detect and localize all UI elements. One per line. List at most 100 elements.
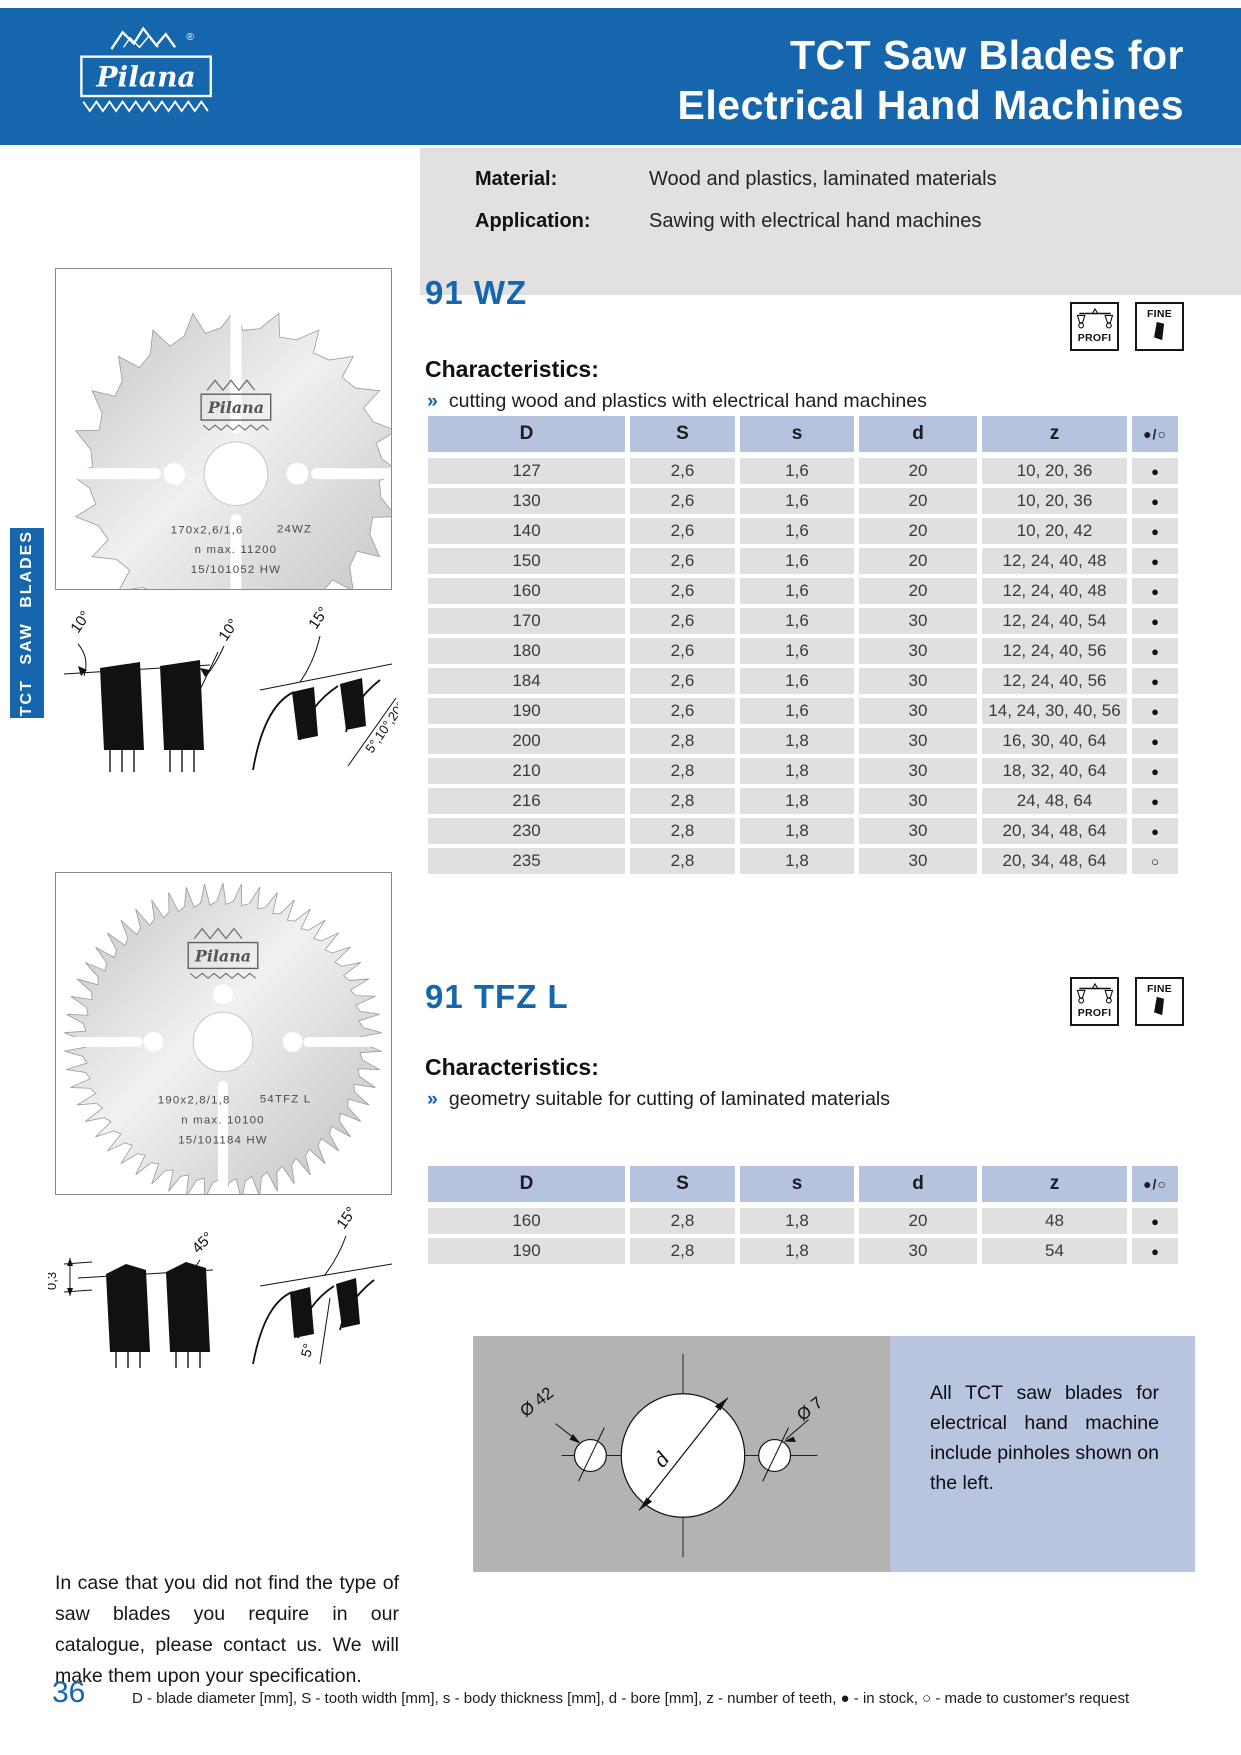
tooth-shape: [290, 1287, 314, 1338]
table-cell: 30: [859, 638, 977, 664]
tooth-geometry-diagram-91wz: 10° 10° 15° 5°,10°,20°: [63, 604, 398, 772]
table-cell: 230: [428, 818, 625, 844]
stock-indicator: ●: [1132, 578, 1178, 604]
column-header: D: [428, 1166, 625, 1202]
table-cell: 12, 24, 40, 56: [982, 638, 1127, 664]
table-cell: 10, 20, 36: [982, 488, 1127, 514]
table-cell: 1,8: [740, 848, 854, 874]
table-cell: 30: [859, 668, 977, 694]
table-cell: 20: [859, 518, 977, 544]
fine-badge: FINE: [1135, 302, 1184, 351]
fine-badge-label: FINE: [1146, 983, 1173, 995]
bore-hole: [203, 441, 269, 507]
page-header: ® Pilana TCT Saw Blades for Electrical H…: [0, 8, 1241, 145]
fine-badge: FINE: [1135, 977, 1184, 1026]
profi-badge: PROFI: [1070, 977, 1119, 1026]
table-cell: 210: [428, 758, 625, 784]
table-row: 200 2,8 1,8 30 16, 30, 40, 64 ●: [428, 728, 1178, 754]
table-cell: 20, 34, 48, 64: [982, 818, 1127, 844]
stock-indicator: ●: [1132, 788, 1178, 814]
table-cell: 184: [428, 668, 625, 694]
sidebar-tab-tct-saw-blades: TCT SAW BLADES: [10, 528, 44, 718]
table-row: 130 2,6 1,6 20 10, 20, 36 ●: [428, 488, 1178, 514]
angle-label: 15°: [333, 1206, 360, 1232]
column-header: z: [982, 416, 1127, 452]
pinhole-diagram: d Ø 42 Ø 7: [516, 1353, 826, 1558]
blade-brand-label: Pilana: [200, 379, 272, 431]
table-cell: 16, 30, 40, 64: [982, 728, 1127, 754]
table-cell: 190: [428, 1238, 625, 1264]
footer-legend: D - blade diameter [mm], S - tooth width…: [132, 1690, 1130, 1707]
bullet-text: cutting wood and plastics with electrica…: [448, 390, 927, 412]
section-title-91wz: 91 WZ: [425, 274, 528, 311]
table-cell: 1,8: [740, 1208, 854, 1234]
tooth-geometry-diagram-91tfzl: 0,3 45° 15° 5°: [48, 1206, 393, 1368]
table-cell: 20: [859, 548, 977, 574]
tooth-shape: [106, 1264, 150, 1352]
table-cell: 2,8: [630, 1208, 735, 1234]
brand-name: Pilana: [95, 61, 195, 94]
column-header: D: [428, 416, 625, 452]
table-cell: 1,6: [740, 548, 854, 574]
page-title: TCT Saw Blades for Electrical Hand Machi…: [678, 30, 1184, 130]
table-cell: 127: [428, 458, 625, 484]
stock-indicator: ●: [1132, 518, 1178, 544]
table-cell: 2,8: [630, 728, 735, 754]
pinhole-note-text: All TCT saw blades for electrical hand m…: [930, 1382, 1159, 1494]
table-row: 216 2,8 1,8 30 24, 48, 64 ●: [428, 788, 1178, 814]
table-cell: 30: [859, 818, 977, 844]
pinhole: [163, 462, 186, 485]
table-row: 184 2,6 1,6 30 12, 24, 40, 56 ●: [428, 668, 1178, 694]
angle-label: 5°: [297, 1342, 316, 1359]
bullet-marker: »: [427, 1088, 438, 1110]
table-cell: 30: [859, 758, 977, 784]
profi-badge-label: PROFI: [1077, 1007, 1112, 1019]
table-cell: 1,8: [740, 728, 854, 754]
registered-mark: ®: [186, 32, 194, 43]
tooth-shape: [292, 687, 318, 740]
angle-label: 10°: [215, 616, 242, 644]
table-cell: 2,8: [630, 788, 735, 814]
table-cell: 160: [428, 578, 625, 604]
page-number: 36: [52, 1676, 86, 1709]
pinhole-diameter-label-right: Ø 7: [793, 1393, 826, 1425]
stock-indicator: ●: [1132, 698, 1178, 724]
table-row: 170 2,6 1,6 30 12, 24, 40, 54 ●: [428, 608, 1178, 634]
table-cell: 18, 32, 40, 64: [982, 758, 1127, 784]
bullet-marker: »: [427, 390, 438, 412]
table-row: 190 2,8 1,8 30 54 ●: [428, 1238, 1178, 1264]
table-row: 140 2,6 1,6 20 10, 20, 42 ●: [428, 518, 1178, 544]
tooth-shape: [160, 660, 204, 750]
blade-serial: 15/101184 HW: [178, 1134, 268, 1146]
stock-indicator: ●: [1132, 728, 1178, 754]
material-label: Material:: [475, 168, 558, 190]
table-cell: 200: [428, 728, 625, 754]
table-cell: 20: [859, 1208, 977, 1234]
table-cell: 12, 24, 40, 48: [982, 548, 1127, 574]
blade-brand-label: Pilana: [187, 927, 259, 980]
bore-hole: [192, 1011, 254, 1073]
tooth-shape: [336, 1278, 360, 1328]
application-row: Application: Sawing with electrical hand …: [475, 210, 981, 233]
characteristics-bullet: » geometry suitable for cutting of lamina…: [427, 1088, 890, 1111]
sidebar-tab-label: TCT SAW BLADES: [18, 529, 35, 717]
table-row: 150 2,6 1,6 20 12, 24, 40, 48 ●: [428, 548, 1178, 574]
table-cell: 170: [428, 608, 625, 634]
table-cell: 30: [859, 608, 977, 634]
stock-indicator: ●: [1132, 668, 1178, 694]
table-cell: 30: [859, 728, 977, 754]
fine-badge-label: FINE: [1146, 308, 1173, 320]
table-cell: 180: [428, 638, 625, 664]
blade-markings: 190x2,8/1,8 54TFZ L n max. 10100 15/1011…: [158, 1094, 310, 1147]
table-cell: 1,6: [740, 518, 854, 544]
table-cell: 2,8: [630, 848, 735, 874]
table-cell: 20: [859, 578, 977, 604]
blade-brand-text: Pilana: [207, 398, 264, 417]
table-cell: 12, 24, 40, 56: [982, 668, 1127, 694]
spec-table-91wz: D S s d z ●/○ 127 2,6 1,6 20 10, 20, 36 ● 130 2…: [428, 416, 1178, 878]
table-cell: 14, 24, 30, 40, 56: [982, 698, 1127, 724]
pinhole-diameter-label-left: Ø 42: [516, 1383, 557, 1421]
pilana-logo-graphic: ® Pilana: [80, 26, 212, 113]
column-header: d: [859, 416, 977, 452]
table-cell: 2,6: [630, 458, 735, 484]
